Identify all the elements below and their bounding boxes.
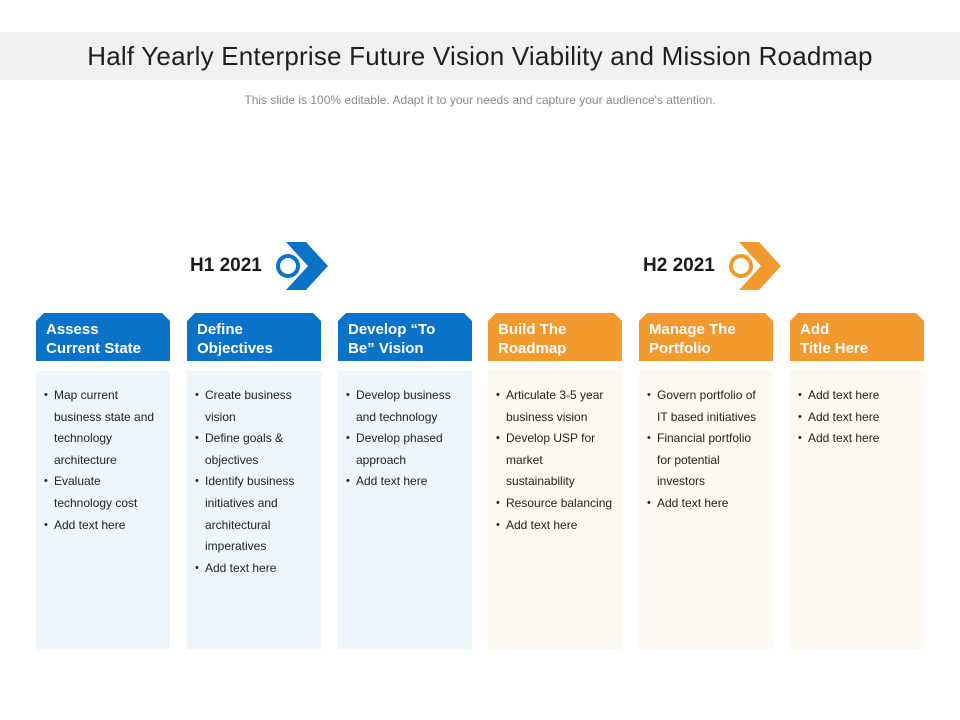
chevron-arrow-icon <box>275 242 328 290</box>
list-item: Add text here <box>44 515 162 537</box>
phase-h1: H1 2021 <box>190 242 328 290</box>
list-item: Identify business initiatives and archit… <box>195 471 313 557</box>
page-subtitle: This slide is 100% editable. Adapt it to… <box>244 93 716 107</box>
column-title: Build The Roadmap <box>498 321 567 357</box>
column-title: Define Objectives <box>197 321 273 357</box>
column-body: Map current business state and technolog… <box>36 371 170 649</box>
column-title: Add Title Here <box>800 321 869 357</box>
phase-label: H1 2021 <box>190 255 262 276</box>
list-item: Develop phased approach <box>346 428 464 471</box>
column-body: Articulate 3-5 year business vision Deve… <box>488 371 622 649</box>
list-item: Govern portfolio of IT based initiatives <box>647 385 765 428</box>
page-title: Half Yearly Enterprise Future Vision Via… <box>87 40 873 71</box>
column-header: Manage The Portfolio <box>639 313 773 361</box>
list-item: Add text here <box>647 493 765 515</box>
list-item: Financial portfolio for potential invest… <box>647 428 765 493</box>
list-item: Add text here <box>195 558 313 580</box>
list-item: Create business vision <box>195 385 313 428</box>
list-item: Articulate 3-5 year business vision <box>496 385 614 428</box>
column-title: Manage The Portfolio <box>649 321 736 357</box>
list-item: Add text here <box>798 407 916 429</box>
column-body: Create business vision Define goals & ob… <box>187 371 321 649</box>
column-header: Assess Current State <box>36 313 170 361</box>
column-header: Define Objectives <box>187 313 321 361</box>
list-item: Define goals & objectives <box>195 428 313 471</box>
column-header: Add Title Here <box>790 313 924 361</box>
list-item: Resource balancing <box>496 493 614 515</box>
list-item: Add text here <box>798 428 916 450</box>
list-item: Evaluate technology cost <box>44 471 162 514</box>
column-body: Develop business and technology Develop … <box>338 371 472 649</box>
column-body: Govern portfolio of IT based initiatives… <box>639 371 773 649</box>
column-header: Build The Roadmap <box>488 313 622 361</box>
column-title: Assess Current State <box>46 321 142 357</box>
list-item: Add text here <box>496 515 614 537</box>
column-title: Develop “To Be” Vision <box>348 321 436 357</box>
chevron-arrow-icon <box>728 242 781 290</box>
list-item: Add text here <box>798 385 916 407</box>
column-header: Develop “To Be” Vision <box>338 313 472 361</box>
phase-h2: H2 2021 <box>643 242 781 290</box>
list-item: Develop business and technology <box>346 385 464 428</box>
title-bar: Half Yearly Enterprise Future Vision Via… <box>0 32 960 80</box>
list-item: Add text here <box>346 471 464 493</box>
list-item: Develop USP for market sustainability <box>496 428 614 493</box>
list-item: Map current business state and technolog… <box>44 385 162 471</box>
column-body: Add text here Add text here Add text her… <box>790 371 924 649</box>
phase-label: H2 2021 <box>643 255 715 276</box>
